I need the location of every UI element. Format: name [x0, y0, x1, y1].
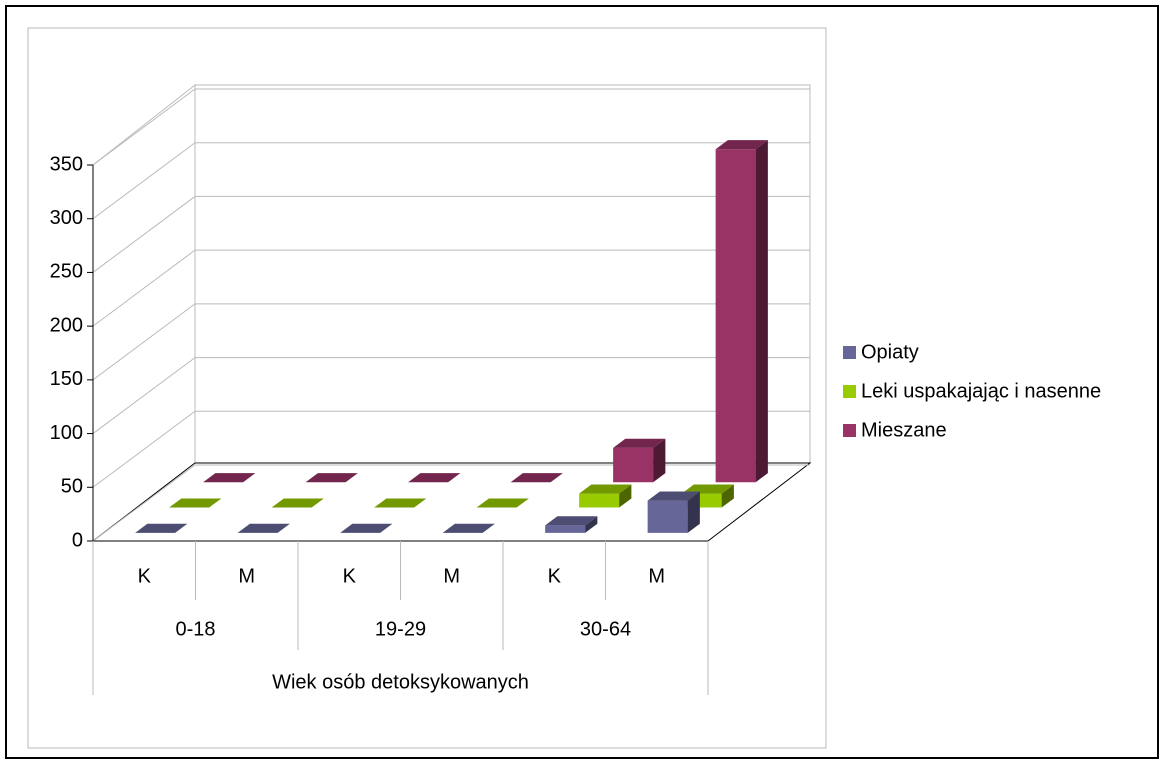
y-tick-label: 100	[50, 422, 83, 444]
grid-line	[92, 410, 810, 488]
x-tick-label: M	[238, 565, 255, 587]
grid-line	[92, 303, 810, 381]
bar	[647, 491, 700, 533]
bar-front	[613, 447, 654, 483]
group-label: 30-64	[580, 618, 631, 640]
bar-top	[510, 473, 563, 483]
bar	[715, 140, 768, 483]
bar-side	[619, 484, 632, 508]
bar-top	[476, 498, 529, 508]
bar-top	[613, 438, 666, 448]
bar-front	[545, 525, 586, 533]
bar-top	[442, 523, 495, 533]
bar-front	[647, 500, 688, 533]
bar	[271, 498, 324, 508]
plot-border	[27, 27, 827, 749]
bar-side	[653, 438, 666, 483]
bar-top	[545, 516, 598, 526]
x-tick-label: K	[138, 565, 152, 587]
group-label: 19-29	[375, 618, 426, 640]
bar-top	[374, 498, 427, 508]
bar-top	[169, 498, 222, 508]
grid-line	[92, 464, 810, 542]
grid-line	[92, 88, 810, 166]
legend-label: Leki uspakajając i nasenne	[861, 380, 1101, 402]
y-tick-label: 50	[61, 476, 83, 498]
x-tick-label: K	[548, 565, 562, 587]
bar-top	[681, 484, 734, 494]
legend-label: Opiaty	[861, 341, 919, 363]
bar	[613, 438, 666, 483]
y-tick-label: 200	[50, 314, 83, 336]
bar	[340, 523, 393, 533]
bar-top	[647, 491, 700, 501]
bar-side	[755, 140, 768, 483]
grid-line	[92, 249, 810, 327]
legend-swatch	[843, 424, 856, 437]
group-label: 0-18	[175, 618, 215, 640]
bar	[135, 523, 188, 533]
grid-line	[92, 142, 810, 220]
bar	[408, 473, 461, 483]
bar	[203, 473, 256, 483]
bar	[442, 523, 495, 533]
legend-swatch	[843, 385, 856, 398]
y-tick-label: 150	[50, 368, 83, 390]
bar	[545, 516, 598, 533]
bar	[305, 473, 358, 483]
bar-top	[340, 523, 393, 533]
x-tick-label: M	[648, 565, 665, 587]
grid-line	[92, 357, 810, 434]
bar-top	[271, 498, 324, 508]
bar	[237, 523, 290, 533]
bar-top	[715, 140, 768, 150]
bar	[510, 473, 563, 483]
bar	[476, 498, 529, 508]
bar-top	[579, 484, 632, 494]
bar-top	[237, 523, 290, 533]
legend-label: Mieszane	[861, 419, 947, 441]
legend-swatch	[843, 346, 856, 359]
bar-top	[305, 473, 358, 483]
y-tick-label: 0	[72, 529, 83, 551]
y-tick-label: 350	[50, 153, 83, 175]
bar-front	[715, 149, 756, 483]
bar-top	[203, 473, 256, 483]
grid-line	[92, 195, 810, 273]
bar-side	[585, 516, 598, 533]
bar-top	[408, 473, 461, 483]
bar-side	[687, 491, 700, 533]
y-tick-label: 250	[50, 261, 83, 283]
x-tick-label: K	[343, 565, 357, 587]
bar	[579, 484, 632, 508]
bar-side	[721, 484, 734, 508]
x-tick-label: M	[443, 565, 460, 587]
bar	[374, 498, 427, 508]
bar-front	[579, 493, 620, 508]
bar	[169, 498, 222, 508]
x-axis-title: Wiek osób detoksykowanych	[272, 671, 529, 693]
y-tick-label: 300	[50, 207, 83, 229]
bar-top	[135, 523, 188, 533]
